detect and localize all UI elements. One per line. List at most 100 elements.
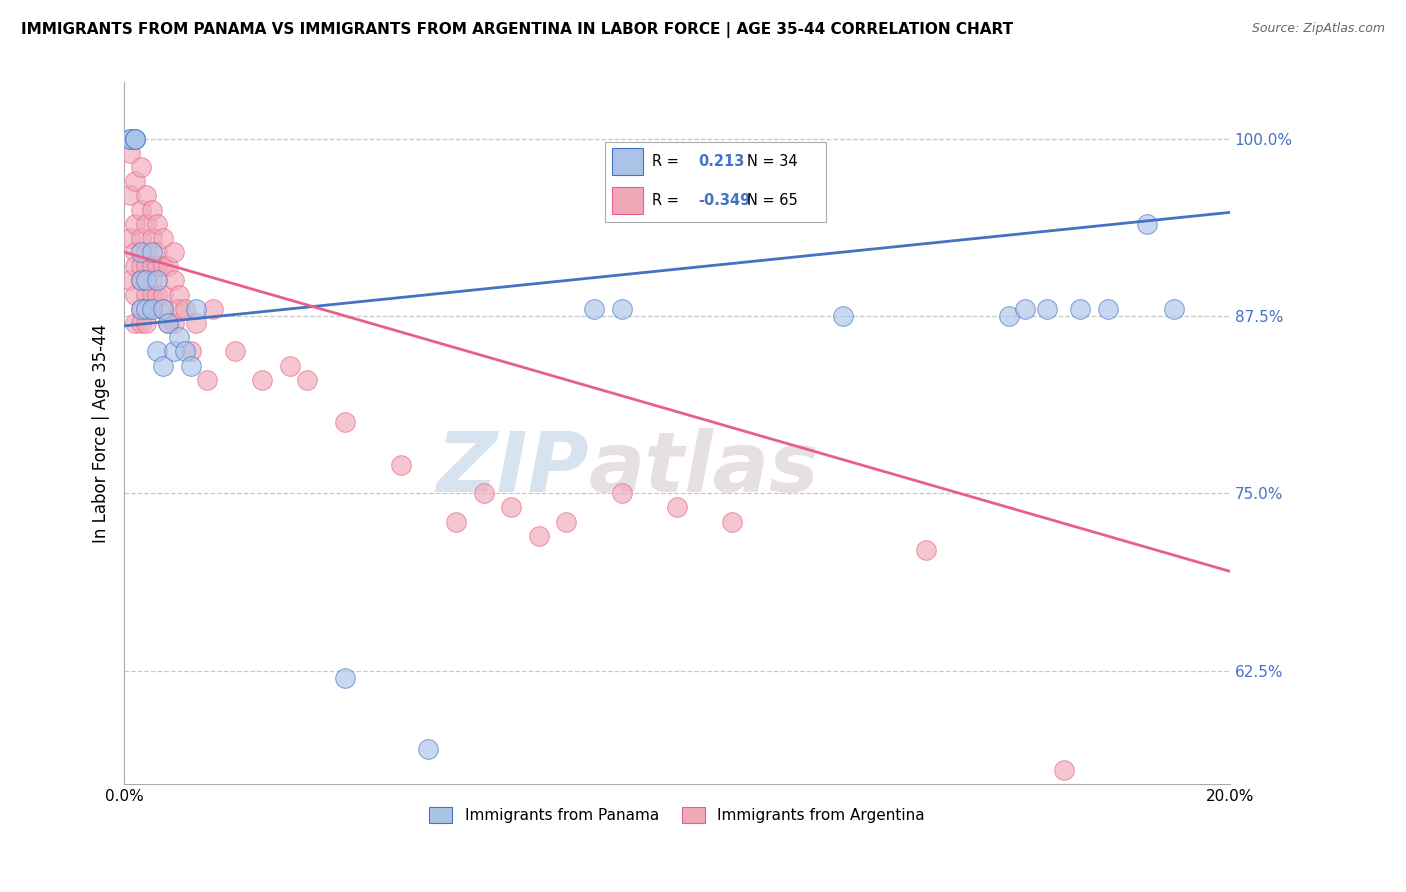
Point (124, 174, 146, 188)
Point (118, 131, 141, 145)
Point (129, 202, 152, 217)
Point (129, 301, 152, 316)
Point (124, 245, 146, 260)
Y-axis label: In Labor Force | Age 35-44: In Labor Force | Age 35-44 (93, 324, 110, 542)
Point (135, 316, 157, 330)
Point (152, 287, 174, 301)
Point (129, 231, 152, 245)
Point (141, 287, 163, 301)
Point (124, 131, 146, 145)
Point (118, 145, 141, 160)
Point (129, 316, 152, 330)
Point (252, 373, 274, 387)
Point (146, 273, 169, 287)
Point (1097, 301, 1119, 316)
Point (157, 260, 180, 274)
Point (335, 671, 357, 685)
Point (152, 301, 174, 316)
Point (224, 344, 246, 359)
Point (195, 373, 218, 387)
Point (129, 160, 152, 174)
Point (501, 500, 523, 515)
Point (174, 301, 197, 316)
Point (180, 359, 202, 373)
Point (152, 260, 174, 274)
Point (169, 301, 191, 316)
Point (141, 301, 163, 316)
Point (610, 486, 633, 500)
Point (135, 260, 157, 274)
Point (555, 515, 578, 529)
Point (201, 301, 224, 316)
Point (914, 543, 936, 558)
Point (141, 260, 163, 274)
Legend: Immigrants from Panama, Immigrants from Argentina: Immigrants from Panama, Immigrants from … (423, 801, 931, 829)
Point (278, 359, 301, 373)
Point (129, 273, 152, 287)
Point (152, 359, 174, 373)
Point (169, 287, 191, 301)
Point (1036, 301, 1059, 316)
Point (118, 131, 141, 145)
Point (124, 217, 146, 231)
Point (135, 301, 157, 316)
Point (174, 344, 197, 359)
Point (295, 373, 318, 387)
Text: IMMIGRANTS FROM PANAMA VS IMMIGRANTS FROM ARGENTINA IN LABOR FORCE | AGE 35-44 C: IMMIGRANTS FROM PANAMA VS IMMIGRANTS FRO… (21, 22, 1014, 38)
Point (163, 316, 186, 330)
Point (141, 231, 163, 245)
Point (146, 260, 169, 274)
Point (129, 301, 152, 316)
Point (163, 344, 186, 359)
Point (583, 301, 606, 316)
Point (146, 287, 169, 301)
Point (124, 131, 146, 145)
Text: atlas: atlas (589, 427, 820, 508)
Point (610, 301, 633, 316)
Point (124, 287, 146, 301)
Point (184, 316, 207, 330)
Point (124, 260, 146, 274)
Point (146, 245, 169, 260)
Point (118, 273, 141, 287)
Point (831, 309, 853, 323)
Point (1014, 301, 1036, 316)
Point (135, 273, 157, 287)
Point (157, 316, 180, 330)
Point (141, 301, 163, 316)
Text: ZIP: ZIP (436, 427, 589, 508)
Point (665, 500, 688, 515)
Point (335, 415, 357, 429)
Point (418, 741, 440, 756)
Point (129, 260, 152, 274)
Point (135, 287, 157, 301)
Point (141, 245, 163, 260)
Point (721, 515, 744, 529)
Point (163, 245, 186, 260)
Point (118, 231, 141, 245)
Point (389, 458, 412, 472)
Point (184, 301, 207, 316)
Point (124, 316, 146, 330)
Point (135, 217, 157, 231)
Point (141, 202, 163, 217)
Point (124, 131, 146, 145)
Point (472, 486, 495, 500)
Point (129, 273, 152, 287)
Point (163, 273, 186, 287)
Point (146, 217, 169, 231)
Point (152, 231, 174, 245)
Point (1136, 217, 1159, 231)
Point (444, 515, 467, 529)
Point (157, 316, 180, 330)
Point (135, 245, 157, 260)
Point (1053, 763, 1076, 777)
Point (135, 188, 157, 202)
Point (527, 529, 550, 543)
Point (152, 301, 174, 316)
Point (169, 330, 191, 344)
Point (1069, 301, 1091, 316)
Point (180, 344, 202, 359)
Point (129, 245, 152, 260)
Point (118, 188, 141, 202)
